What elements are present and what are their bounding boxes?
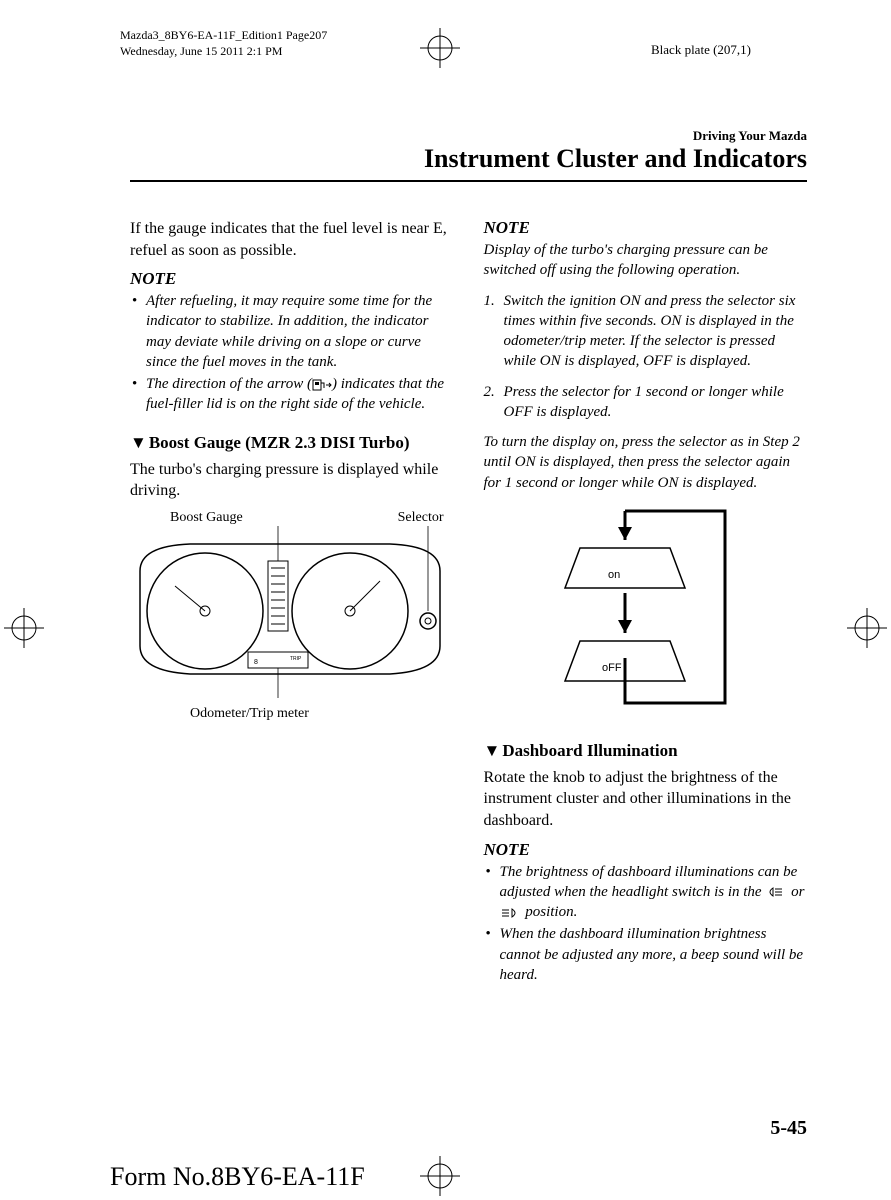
headlight-low-icon — [765, 886, 787, 898]
triangle-icon-2: ▼ — [484, 741, 501, 761]
section-small: Driving Your Mazda — [424, 128, 807, 144]
meta-line2: Wednesday, June 15 2011 2:1 PM — [120, 44, 327, 60]
fig-on-text: on — [608, 569, 620, 581]
boost-gauge-heading: ▼Boost Gauge (MZR 2.3 DISI Turbo) — [130, 433, 454, 453]
note-head-3: NOTE — [484, 840, 808, 860]
svg-text:8: 8 — [254, 659, 258, 666]
note-head-1: NOTE — [130, 269, 454, 289]
fuel-arrow-icon — [312, 379, 332, 391]
crop-mark-bottom — [420, 1156, 460, 1196]
instrument-cluster-figure: Boost Gauge Selector — [130, 510, 454, 722]
fuel-para: If the gauge indicates that the fuel lev… — [130, 218, 454, 261]
crop-mark-top — [420, 28, 460, 68]
label-odometer: Odometer/Trip meter — [190, 706, 454, 722]
right-column: NOTE Display of the turbo's charging pre… — [484, 218, 808, 987]
after-steps-para: To turn the display on, press the select… — [484, 432, 808, 493]
triangle-icon: ▼ — [130, 433, 147, 453]
boost-para: The turbo's charging pressure is display… — [130, 459, 454, 502]
cluster-svg: 8 TRIP — [130, 526, 450, 701]
note-list-3: The brightness of dashboard illumination… — [484, 862, 808, 986]
form-number: Form No.8BY6-EA-11F — [110, 1162, 365, 1192]
crop-mark-left — [4, 608, 44, 648]
dashboard-illum-heading: ▼Dashboard Illumination — [484, 741, 808, 761]
steps-list: 1.Switch the ignition ON and press the s… — [484, 291, 808, 423]
note3-bullet1: The brightness of dashboard illumination… — [500, 862, 808, 923]
note3-bullet2: When the dashboard illumination brightne… — [500, 924, 808, 985]
page-number: 5-45 — [770, 1117, 807, 1140]
crop-mark-right — [847, 608, 887, 648]
dashboard-para: Rotate the knob to adjust the brightness… — [484, 767, 808, 832]
headlight-high-icon — [500, 907, 522, 919]
label-boost: Boost Gauge — [170, 510, 243, 526]
fig-off-text: oFF — [602, 662, 622, 674]
note1-bullet2: The direction of the arrow () indicates … — [146, 374, 454, 415]
header-rule — [130, 180, 807, 182]
note2-para: Display of the turbo's charging pressure… — [484, 240, 808, 281]
svg-text:TRIP: TRIP — [290, 656, 302, 662]
section-large: Instrument Cluster and Indicators — [424, 144, 807, 174]
header-meta: Mazda3_8BY6-EA-11F_Edition1 Page207 Wedn… — [120, 28, 327, 59]
on-off-figure: on oFF — [484, 503, 808, 723]
note-list-1: After refueling, it may require some tim… — [130, 291, 454, 415]
black-plate: Black plate (207,1) — [651, 42, 751, 58]
onoff-svg: on oFF — [530, 503, 760, 718]
meta-line1: Mazda3_8BY6-EA-11F_Edition1 Page207 — [120, 28, 327, 44]
note1-bullet1: After refueling, it may require some tim… — [146, 291, 454, 372]
left-column: If the gauge indicates that the fuel lev… — [130, 218, 454, 987]
label-selector: Selector — [398, 510, 444, 526]
note-head-2: NOTE — [484, 218, 808, 238]
section-header: Driving Your Mazda Instrument Cluster an… — [424, 128, 807, 174]
step-1: 1.Switch the ignition ON and press the s… — [504, 291, 808, 372]
step-2: 2.Press the selector for 1 second or lon… — [504, 382, 808, 423]
